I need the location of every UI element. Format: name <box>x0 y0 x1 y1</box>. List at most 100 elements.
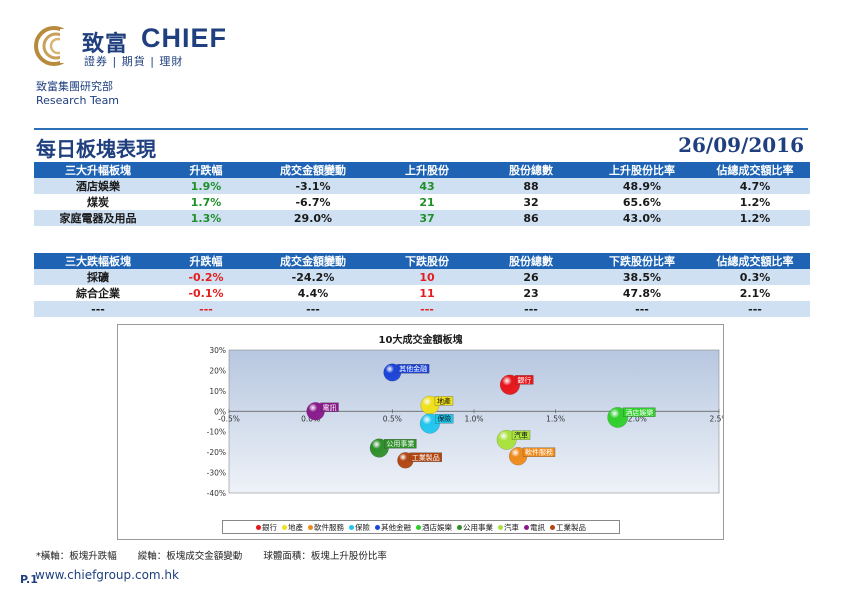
bubble-label: 軟件服務 <box>522 447 556 457</box>
y-tick-label: -30% <box>207 469 226 478</box>
legend-item: 酒店娛樂 <box>416 522 452 533</box>
sector-change: -0.1% <box>188 286 224 300</box>
bubble-label: 工業製品 <box>409 452 442 462</box>
department-cn: 致富集團研究部 <box>36 80 113 93</box>
falling-ratio: 38.5% <box>584 269 700 285</box>
turnover-share: --- <box>700 301 810 317</box>
losers-header-falling-ratio: 下跌股份比率 <box>584 253 700 269</box>
rising-ratio: 48.9% <box>584 178 700 194</box>
legend-marker-icon <box>256 525 261 530</box>
svg-text:酒店娛樂: 酒店娛樂 <box>625 408 653 417</box>
losers-header-change: 升跌幅 <box>162 253 250 269</box>
y-tick-label: -40% <box>207 489 226 498</box>
plot-area <box>228 349 720 494</box>
legend-item: 工業製品 <box>550 522 586 533</box>
bubble-label: 其他金融 <box>396 364 430 374</box>
total-stocks: 86 <box>478 210 584 226</box>
turnover-change: --- <box>250 301 376 317</box>
svg-text:軟件服務: 軟件服務 <box>525 448 553 457</box>
chart-legend: 銀行 地產 軟件服務 保險 其他金融 酒店娛樂 公用事業 汽車 電訊 工業製品 <box>222 520 620 534</box>
report-date: 26/09/2016 <box>678 133 804 157</box>
legend-item: 軟件服務 <box>308 522 344 533</box>
bubble-label: 銀行 <box>515 375 534 385</box>
chief-logo-mark-icon <box>34 26 74 66</box>
losers-header-total-stocks: 股份總數 <box>478 253 584 269</box>
svg-text:電訊: 電訊 <box>322 403 336 412</box>
logo-tagline: 證券 | 期貨 | 理財 <box>84 55 184 68</box>
legend-marker-icon <box>416 525 421 530</box>
losers-header-sector: 三大跌幅板塊 <box>34 253 162 269</box>
sector-name: --- <box>34 301 162 317</box>
top-rule <box>34 128 808 130</box>
legend-item: 地產 <box>282 522 303 533</box>
falling-ratio: 47.8% <box>622 286 662 300</box>
falling-ratio: --- <box>584 301 700 317</box>
department: 致富集團研究部 Research Team <box>36 80 119 108</box>
falling-stocks: --- <box>376 301 478 317</box>
x-tick-label: 2.0% <box>628 414 647 423</box>
legend-marker-icon <box>457 525 462 530</box>
svg-text:公用事業: 公用事業 <box>386 439 414 448</box>
bubble-label: 電訊 <box>320 402 339 412</box>
rising-ratio: 43.0% <box>584 210 700 226</box>
sector-change: --- <box>162 301 250 317</box>
svg-text:工業製品: 工業製品 <box>412 453 440 462</box>
losers-table: 三大跌幅板塊 升跌幅 成交金額變動 下跌股份 股份總數 下跌股份比率 佔總成交額… <box>34 253 810 317</box>
bubble-8[interactable] <box>496 429 517 450</box>
gainers-header-rising-stocks: 上升股份 <box>376 162 478 178</box>
losers-header-row: 三大跌幅板塊 升跌幅 成交金額變動 下跌股份 股份總數 下跌股份比率 佔總成交額… <box>34 253 810 269</box>
website-link[interactable]: www.chiefgroup.com.hk <box>35 568 179 582</box>
svg-text:汽車: 汽車 <box>514 431 528 440</box>
legend-marker-icon <box>349 525 354 530</box>
losers-header-falling-stocks: 下跌股份 <box>376 253 478 269</box>
losers-header-turnover-change: 成交金額變動 <box>250 253 376 269</box>
logo-chinese-text: 致富 <box>82 32 129 57</box>
legend-item: 電訊 <box>524 522 545 533</box>
footnote-bubble-size: 球體面積：板塊上升股份比率 <box>263 551 387 562</box>
x-tick-label: 1.5% <box>546 414 565 423</box>
falling-stocks: 11 <box>419 286 435 300</box>
legend-marker-icon <box>282 525 287 530</box>
turnover-share: 1.2% <box>739 195 771 209</box>
rising-stocks: 37 <box>376 210 478 226</box>
rising-ratio: 65.6% <box>622 195 662 209</box>
x-tick-label: 0.5% <box>383 414 402 423</box>
bubble-chart-svg: 30% 20% 10% 0% -10% -20% -30% -40% -0.5% 0.0% 0.5%… <box>207 346 723 498</box>
chart-title: 10大成交金額板塊 <box>378 335 463 346</box>
legend-item: 銀行 <box>256 522 277 533</box>
legend-item: 其他金融 <box>375 522 411 533</box>
bubble-1[interactable] <box>499 374 521 395</box>
gainers-header-row: 三大升幅板塊 升跌幅 成交金額變動 上升股份 股份總數 上升股份比率 佔總成交額… <box>34 162 810 178</box>
bubble-6[interactable] <box>607 407 629 428</box>
total-stocks: 88 <box>478 178 584 194</box>
turnover-share: 0.3% <box>700 269 810 285</box>
bubble-label: 地產 <box>434 396 454 406</box>
legend-marker-icon <box>308 525 313 530</box>
gainers-header-turnover-share: 佔總成交額比率 <box>700 162 810 178</box>
bubble-4[interactable] <box>419 413 440 434</box>
sector-name: 採礦 <box>34 269 162 285</box>
x-tick-label: 1.0% <box>464 414 483 423</box>
page-number: P.1 <box>20 573 38 586</box>
sector-name: 家庭電器及用品 <box>34 210 162 226</box>
y-tick-label: -10% <box>207 428 226 437</box>
svg-text:銀行: 銀行 <box>517 375 531 384</box>
sector-name: 綜合企業 <box>76 287 120 300</box>
legend-item: 保險 <box>349 522 370 533</box>
svg-text:地產: 地產 <box>437 396 451 405</box>
total-stocks: 23 <box>523 286 539 300</box>
total-stocks: 32 <box>523 195 539 209</box>
y-tick-label: 10% <box>209 387 226 396</box>
gainers-table: 三大升幅板塊 升跌幅 成交金額變動 上升股份 股份總數 上升股份比率 佔總成交額… <box>34 162 810 226</box>
bubble-label: 酒店娛樂 <box>623 407 656 417</box>
sector-change: 1.7% <box>190 195 222 209</box>
turnover-change: -3.1% <box>250 178 376 194</box>
svg-text:保險: 保險 <box>437 414 451 423</box>
rising-stocks: 43 <box>376 178 478 194</box>
bubble-label: 汽車 <box>511 430 531 440</box>
turnover-change: -6.7% <box>295 195 331 209</box>
legend-marker-icon <box>375 525 380 530</box>
chief-logo: 致富 CHIEF 證券 | 期貨 | 理財 <box>34 23 244 68</box>
gainers-header-sector: 三大升幅板塊 <box>34 162 162 178</box>
table-row: --- --- --- --- --- --- --- <box>34 301 810 317</box>
